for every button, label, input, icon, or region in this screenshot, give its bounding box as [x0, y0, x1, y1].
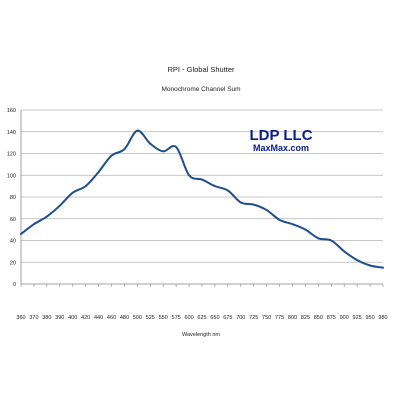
x-tick-label: 800 — [288, 315, 297, 321]
data-point — [33, 223, 35, 226]
x-tick-label: 600 — [184, 315, 193, 321]
x-tick-label: 480 — [120, 315, 129, 321]
data-point — [188, 174, 190, 177]
data-point — [20, 233, 22, 235]
axes — [20, 110, 384, 287]
data-point — [45, 215, 48, 218]
x-tick-label: 440 — [94, 315, 103, 321]
y-tick-labels: 0 20 40 60 80 100 120 140 160 — [7, 108, 16, 288]
data-point — [317, 237, 320, 240]
data-point — [265, 209, 268, 211]
y-tick-label: 40 — [10, 239, 16, 245]
x-tick-label: 500 — [133, 315, 142, 321]
y-tick-label: 160 — [7, 108, 16, 114]
x-tick-label: 460 — [107, 315, 116, 321]
data-point — [239, 201, 242, 204]
x-tick-label: 900 — [340, 315, 349, 321]
x-tick-labels: 360 370 380 390 400 420 440 460 480 500 525 550 575 6… — [16, 315, 387, 321]
x-tick-label: 625 — [197, 315, 206, 321]
x-tick-label: 650 — [210, 315, 219, 321]
x-tick-label: 850 — [314, 315, 323, 321]
x-tick-label: 575 — [172, 315, 181, 321]
data-point — [382, 266, 384, 269]
y-tick-label: 20 — [10, 260, 16, 266]
data-point — [84, 185, 87, 188]
data-point — [226, 189, 229, 192]
data-point — [278, 218, 281, 221]
x-tick-label: 390 — [55, 315, 64, 321]
y-tick-label: 60 — [10, 217, 16, 223]
x-tick-label: 380 — [42, 315, 51, 321]
x-tick-label: 925 — [353, 315, 362, 321]
y-tick-label: 100 — [7, 173, 16, 179]
y-tick-label: 80 — [10, 195, 16, 201]
x-tick-label: 980 — [378, 315, 387, 321]
data-point — [330, 239, 333, 242]
data-point — [123, 148, 126, 151]
x-tick-label: 775 — [275, 315, 284, 321]
chart-subtitle: Monochrome Channel Sum — [161, 86, 240, 93]
x-tick-label: 370 — [29, 315, 38, 321]
series-line — [20, 129, 384, 269]
data-point — [304, 228, 307, 231]
y-tick-label: 140 — [7, 130, 16, 136]
grid — [21, 109, 383, 263]
x-tick-label: 550 — [159, 315, 168, 321]
x-tick-label: 875 — [327, 315, 336, 321]
x-tick-label: 950 — [365, 315, 374, 321]
x-tick-label: 675 — [223, 315, 232, 321]
series-layer — [20, 129, 384, 269]
y-tick-label: 120 — [7, 152, 16, 158]
data-point — [58, 204, 61, 207]
logo: LDP LLC MaxMax.com — [249, 127, 312, 153]
data-point — [110, 154, 113, 157]
x-tick-label: 700 — [236, 315, 245, 321]
data-point — [136, 129, 139, 132]
data-point — [149, 142, 152, 145]
data-point — [252, 203, 255, 206]
x-tick-label: 420 — [81, 315, 90, 321]
data-point — [201, 178, 203, 181]
x-tick-label: 360 — [16, 315, 25, 321]
x-tick-label: 750 — [262, 315, 271, 321]
x-tick-label: 400 — [68, 315, 77, 321]
logo-company-name: LDP LLC — [249, 127, 312, 144]
data-point — [175, 146, 178, 148]
chart-title: RPI - Global Shutter — [167, 65, 235, 74]
data-point — [97, 171, 100, 173]
data-point — [343, 250, 346, 253]
data-point — [356, 259, 359, 261]
x-tick-label: 525 — [146, 315, 155, 321]
x-axis-label: Wavelength nm — [182, 332, 220, 338]
x-tick-label: 825 — [301, 315, 310, 321]
y-tick-label: 0 — [13, 282, 16, 288]
x-tick-label: 725 — [249, 315, 258, 321]
data-point — [369, 264, 371, 267]
logo-website: MaxMax.com — [253, 143, 309, 153]
data-point — [214, 185, 216, 188]
data-point — [71, 191, 74, 194]
data-point — [162, 150, 165, 153]
data-point — [291, 223, 294, 226]
